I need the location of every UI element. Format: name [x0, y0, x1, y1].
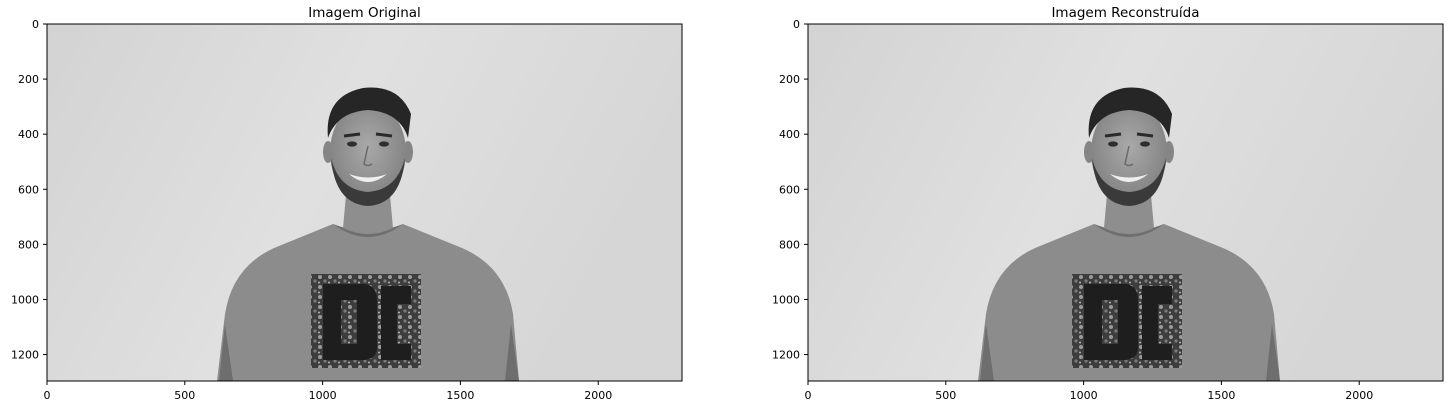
x-tick-label: 2000 [1345, 389, 1373, 402]
x-tick-label: 1500 [1207, 389, 1235, 402]
y-tick-label: 1000 [772, 293, 800, 306]
image-original [45, 22, 684, 383]
chart-title: Imagem Original [308, 5, 421, 21]
y-tick-label: 1000 [11, 293, 39, 306]
y-tick-label: 800 [779, 238, 800, 251]
y-tick-label: 800 [18, 238, 39, 251]
y-tick-label: 600 [779, 183, 800, 196]
x-tick-label: 0 [44, 389, 51, 402]
x-tick-label: 500 [935, 389, 956, 402]
y-tick-label: 200 [779, 73, 800, 86]
y-tick-label: 200 [18, 73, 39, 86]
x-tick-label: 1000 [1070, 389, 1098, 402]
y-tick-label: 0 [32, 18, 39, 31]
x-tick-label: 500 [174, 389, 195, 402]
x-tick-label: 1500 [446, 389, 474, 402]
image-reconstructed [806, 22, 1445, 383]
y-tick-label: 400 [18, 128, 39, 141]
x-tick-label: 1000 [309, 389, 337, 402]
x-tick-label: 2000 [584, 389, 612, 402]
subplot-reconstructed: Imagem Reconstruída 0 500 1000 1500 2000 0 200 4… [772, 5, 1445, 402]
y-tick-label: 1200 [772, 349, 800, 362]
y-tick-label: 400 [779, 128, 800, 141]
y-tick-label: 1200 [11, 349, 39, 362]
x-tick-label: 0 [805, 389, 812, 402]
axes-frame [807, 23, 1444, 382]
y-tick-label: 0 [793, 18, 800, 31]
axes-frame [46, 23, 683, 382]
subplot-original: Imagem Original 0 500 1000 1500 2000 0 200 400 60… [11, 5, 684, 402]
y-tick-label: 600 [18, 183, 39, 196]
chart-title: Imagem Reconstruída [1051, 5, 1199, 21]
